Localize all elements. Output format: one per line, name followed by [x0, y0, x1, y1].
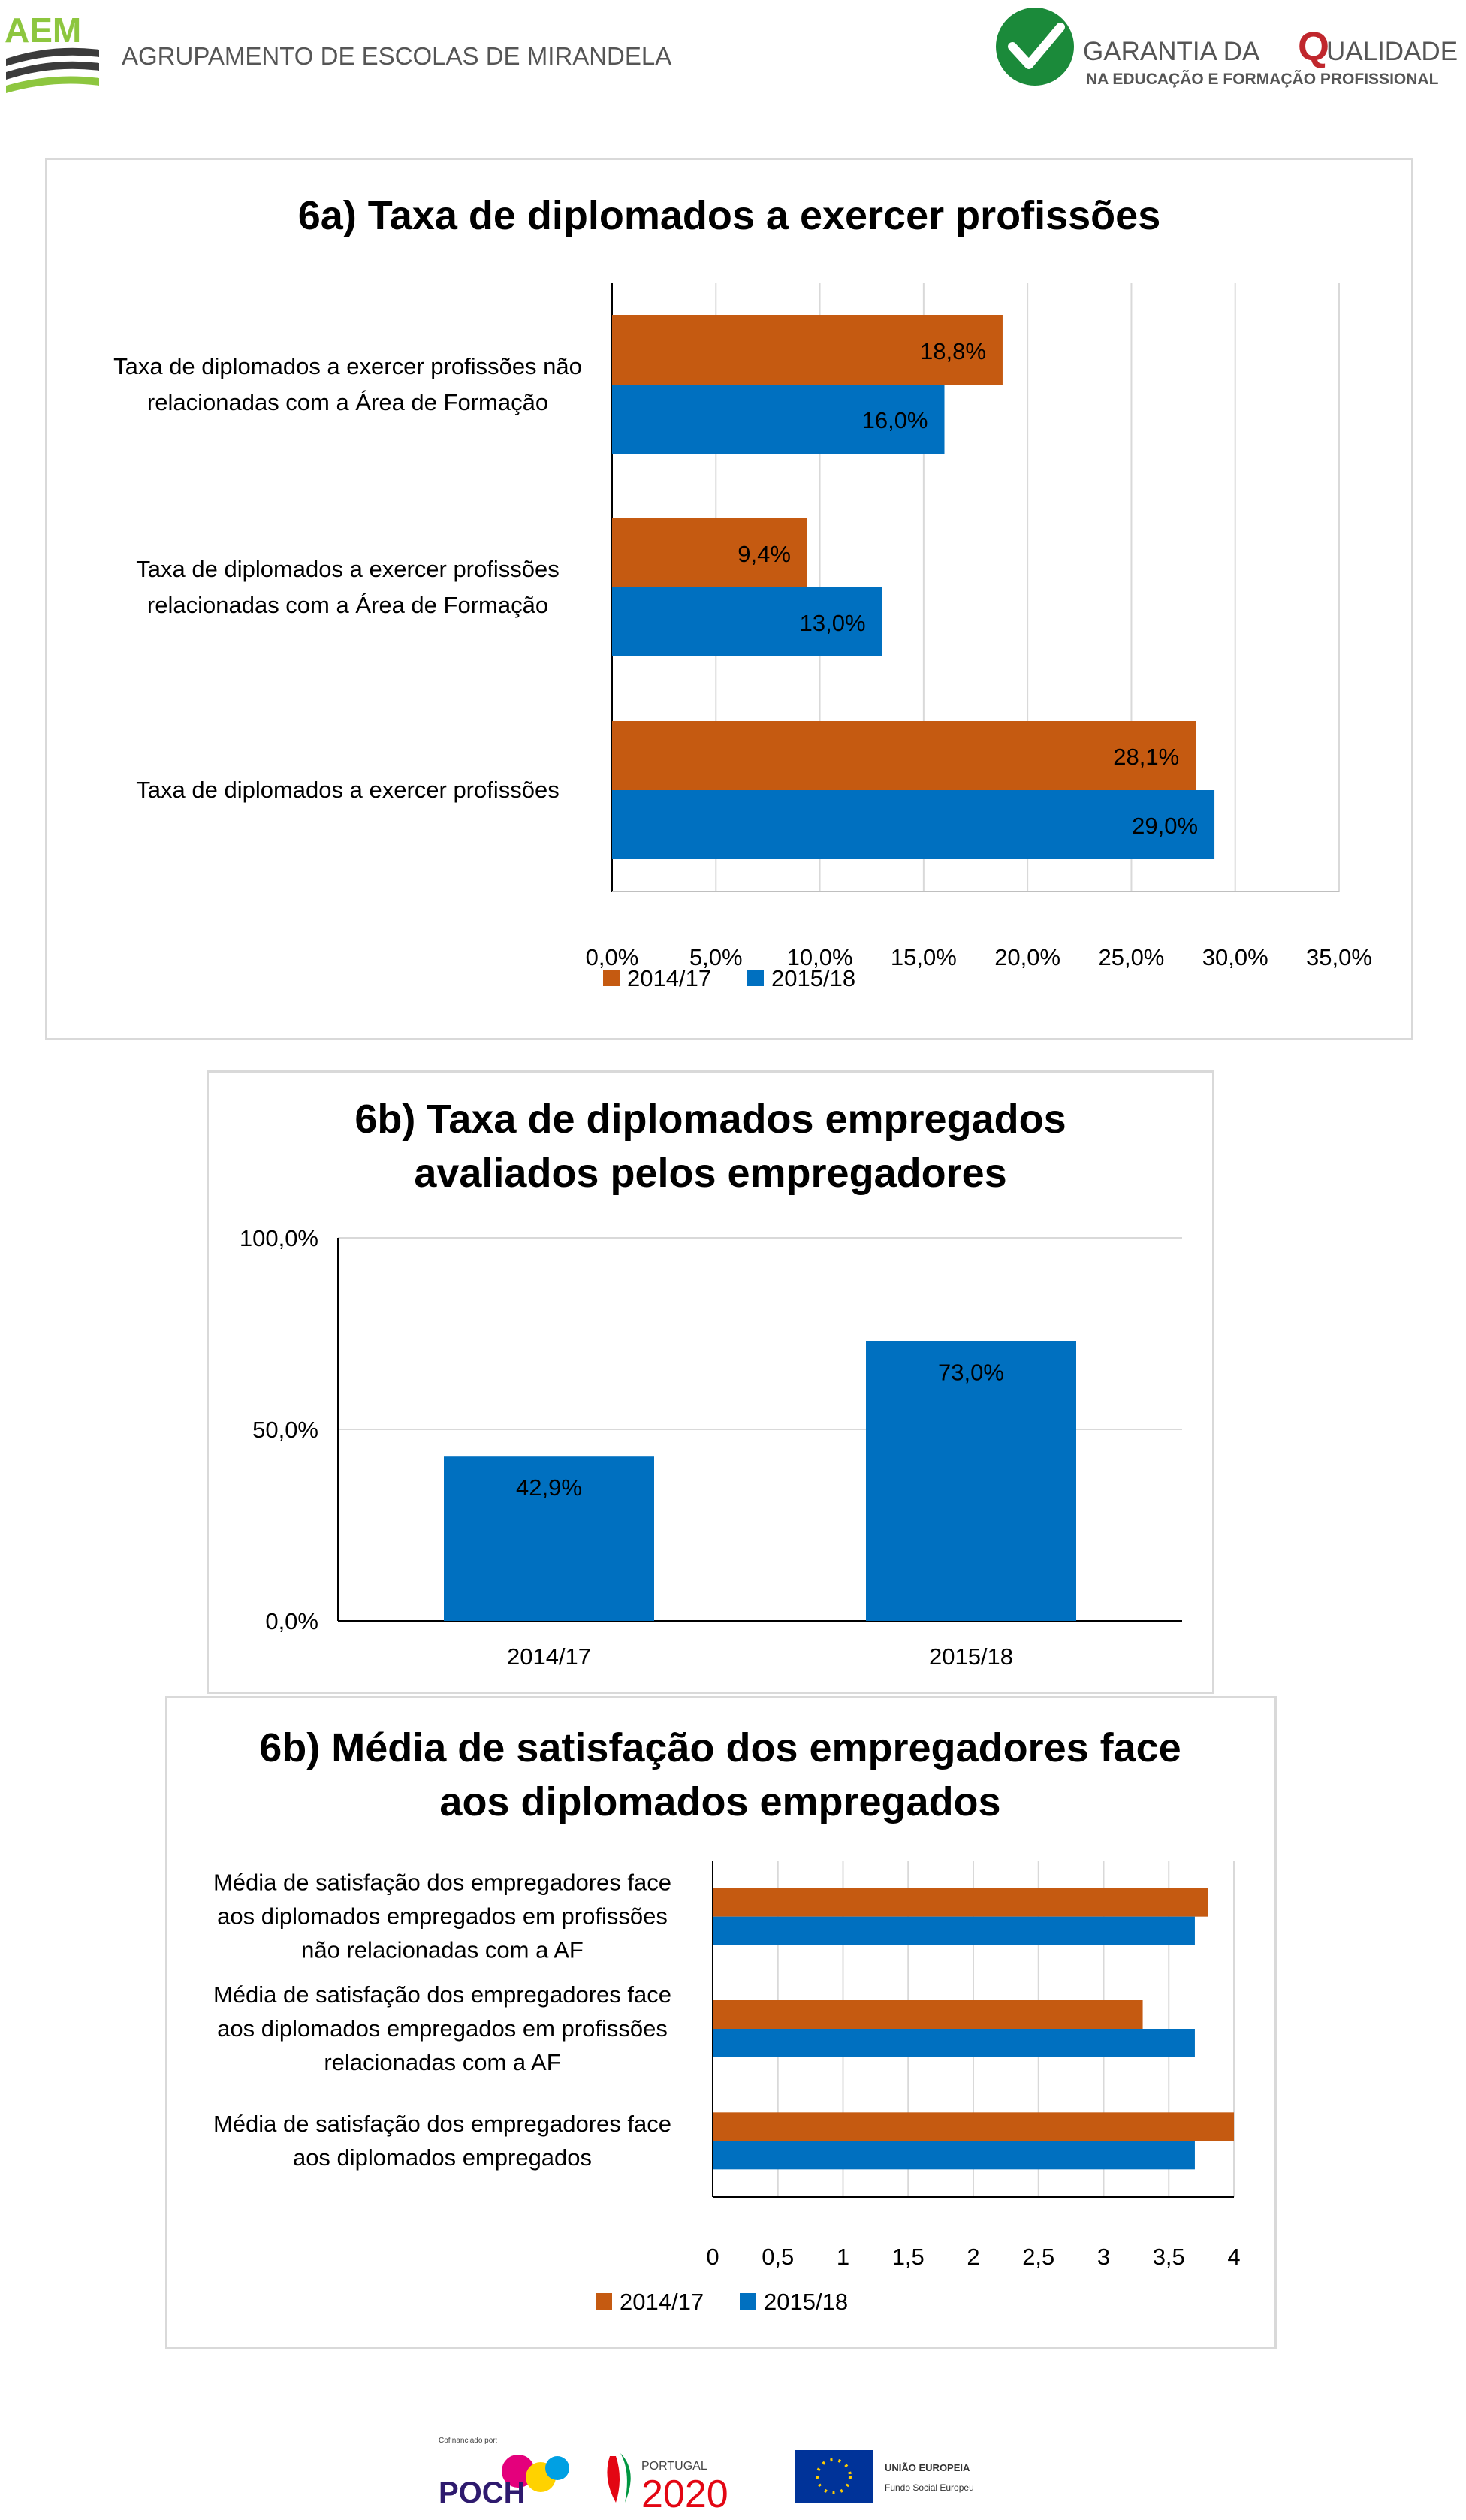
x-tick-label: 0,0%: [586, 944, 639, 970]
data-label: 29,0%: [1132, 813, 1198, 839]
chart-title: 6a) Taxa de diplomados a exercer profiss…: [298, 193, 1160, 238]
x-tick-label: 1: [837, 2244, 849, 2270]
cofinanced-label: Cofinanciado por:: [439, 2437, 497, 2445]
category-label: relacionadas com a AF: [324, 2049, 560, 2075]
chart-6b-satisfaction: 6b) Média de satisfação dos empregadores…: [213, 1725, 1241, 2315]
bar-2014-17: [612, 315, 1003, 385]
category-label: relacionadas com a Área de Formação: [147, 389, 548, 415]
x-tick-label: 0,5: [762, 2244, 794, 2270]
x-tick-label: 5,0%: [689, 944, 743, 970]
checkmark-icon: [996, 8, 1074, 86]
p2020-text: 2020: [641, 2473, 728, 2516]
data-label: 13,0%: [800, 610, 866, 636]
legend-swatch-2015: [747, 970, 764, 986]
data-label: 42,9%: [516, 1474, 582, 1501]
chart-6b-satisfaction-panel: 6b) Média de satisfação dos empregadores…: [165, 1696, 1277, 2349]
poch-logo-icon: POCH: [439, 2455, 569, 2509]
x-tick-label: 30,0%: [1202, 944, 1268, 970]
school-logo-header: AEM AGRUPAMENTO DE ESCOLAS DE MIRANDELA: [0, 0, 676, 113]
bar-2014-17: [713, 2112, 1234, 2141]
legend-label: 2014/17: [627, 965, 711, 991]
chart-6b-rate: 6b) Taxa de diplomados empregados avaliad…: [240, 1097, 1182, 1670]
category-label: Taxa de diplomados a exercer profissões: [136, 777, 559, 803]
x-tick-label: 3,5: [1153, 2244, 1185, 2270]
quality-logo: GARANTIA DA Q UALIDADE NA EDUCAÇÃO E FOR…: [976, 0, 1466, 105]
chart-title: 6b) Média de satisfação dos empregadores…: [259, 1725, 1181, 1770]
x-tick-label: 2,5: [1022, 2244, 1054, 2270]
school-name: AGRUPAMENTO DE ESCOLAS DE MIRANDELA: [122, 42, 671, 70]
y-tick-label: 100,0%: [240, 1225, 318, 1251]
bar-2014-17: [612, 518, 807, 587]
x-tick-label: 2014/17: [507, 1643, 591, 1670]
chart-title: 6b) Taxa de diplomados empregados: [354, 1097, 1066, 1142]
portugal-2020-logo-icon: PORTUGAL 2020: [607, 2453, 728, 2516]
legend-label: 2015/18: [764, 2289, 848, 2315]
x-tick-label: 20,0%: [994, 944, 1060, 970]
category-label: aos diplomados empregados: [293, 2144, 592, 2171]
bar-2015-18: [612, 790, 1215, 859]
category-label: não relacionadas com a AF: [301, 1937, 584, 1963]
bar-2015-18: [713, 2029, 1195, 2057]
x-tick-label: 2: [967, 2244, 979, 2270]
x-tick-label: 4: [1227, 2244, 1240, 2270]
legend-swatch-2014: [596, 2293, 612, 2310]
category-label: relacionadas com a Área de Formação: [147, 592, 548, 618]
eu-line1: UNIÃO EUROPEIA: [885, 2462, 970, 2473]
category-label: Média de satisfação dos empregadores fac…: [213, 2111, 671, 2137]
eu-flag-icon: UNIÃO EUROPEIA Fundo Social Europeu: [795, 2450, 974, 2503]
quality-q: Q: [1298, 24, 1329, 69]
x-tick-label: 1,5: [892, 2244, 925, 2270]
footer-logos: Cofinanciado por: POCH PORTUGAL 2020 UNI…: [428, 2434, 984, 2516]
category-label: aos diplomados empregados em profissões: [217, 2015, 668, 2042]
category-label: Média de satisfação dos empregadores fac…: [213, 1870, 671, 1896]
chart-6a-panel: 6a) Taxa de diplomados a exercer profiss…: [45, 158, 1413, 1040]
quality-line1b: UALIDADE: [1326, 37, 1458, 66]
y-tick-label: 50,0%: [252, 1417, 318, 1443]
logo-abbr: AEM: [5, 11, 81, 50]
category-label: aos diplomados empregados em profissões: [217, 1903, 668, 1930]
category-label: Taxa de diplomados a exercer profissões: [136, 556, 559, 582]
legend-swatch-2014: [603, 970, 620, 986]
logo-swoosh-icon: [6, 47, 99, 93]
x-tick-label: 2015/18: [929, 1643, 1013, 1670]
category-label: Média de satisfação dos empregadores fac…: [213, 1981, 671, 2008]
legend-swatch-2015: [740, 2293, 756, 2310]
bar-2015-18: [866, 1341, 1076, 1621]
chart-title: aos diplomados empregados: [439, 1779, 1000, 1824]
x-tick-label: 3: [1097, 2244, 1110, 2270]
chart-title: avaliados pelos empregadores: [414, 1151, 1006, 1196]
data-label: 16,0%: [862, 407, 928, 433]
quality-line1: GARANTIA DA: [1083, 37, 1260, 66]
bar-2014-17: [713, 1888, 1208, 1917]
x-tick-label: 10,0%: [787, 944, 853, 970]
x-tick-label: 0: [706, 2244, 719, 2270]
bar-2014-17: [444, 1456, 654, 1621]
bar-2014-17: [713, 2000, 1143, 2029]
data-label: 18,8%: [920, 338, 986, 364]
category-label: Taxa de diplomados a exercer profissões …: [113, 353, 582, 379]
x-tick-label: 35,0%: [1306, 944, 1372, 970]
chart-6b-rate-panel: 6b) Taxa de diplomados empregados avaliad…: [207, 1070, 1214, 1694]
data-label: 28,1%: [1113, 744, 1179, 770]
x-tick-label: 25,0%: [1098, 944, 1164, 970]
legend-label: 2014/17: [620, 2289, 704, 2315]
bar-2015-18: [713, 2141, 1195, 2170]
bar-2014-17: [612, 721, 1196, 790]
bar-2015-18: [713, 1916, 1195, 1945]
eu-line2: Fundo Social Europeu: [885, 2482, 974, 2493]
chart-6a: 6a) Taxa de diplomados a exercer profiss…: [113, 193, 1372, 991]
quality-line2: NA EDUCAÇÃO E FORMAÇÃO PROFISSIONAL: [1086, 71, 1439, 88]
x-tick-label: 15,0%: [891, 944, 957, 970]
data-label: 9,4%: [738, 541, 791, 567]
y-tick-label: 0,0%: [265, 1608, 318, 1634]
data-label: 73,0%: [938, 1360, 1004, 1386]
legend-label: 2015/18: [771, 965, 855, 991]
bar-2015-18: [612, 587, 882, 656]
portugal-text: PORTUGAL: [641, 2460, 707, 2473]
bar-2015-18: [612, 385, 945, 454]
poch-text: POCH: [439, 2476, 526, 2509]
